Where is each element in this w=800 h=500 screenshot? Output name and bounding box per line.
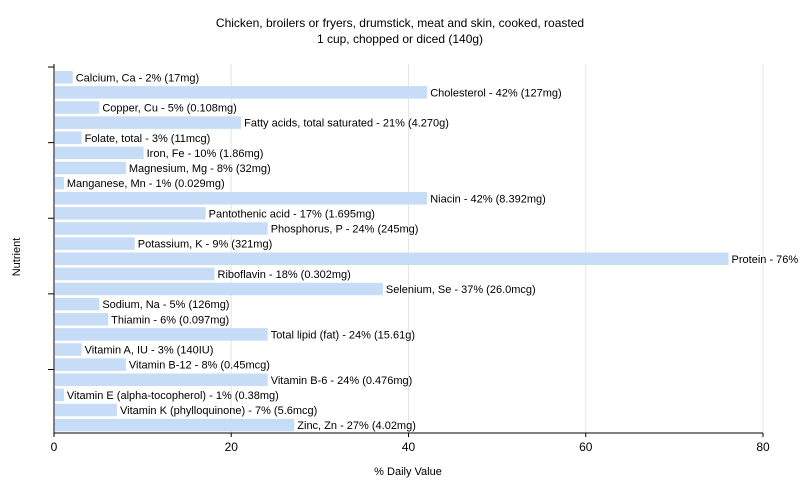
bar-label: Folate, total - 3% (11mcg): [85, 133, 211, 145]
bar-label: Copper, Cu - 5% (0.108mg): [102, 103, 237, 115]
x-tick-label: 60: [579, 440, 593, 454]
bar-label: Magnesium, Mg - 8% (32mg): [129, 163, 271, 175]
bar: [55, 358, 126, 371]
bar: [55, 328, 268, 341]
bar: [55, 388, 64, 402]
bar: [55, 131, 82, 144]
x-tick-label: 0: [51, 440, 58, 454]
bar: [55, 86, 428, 99]
bar: [55, 343, 82, 356]
bar-label: Selenium, Se - 37% (26.0mcg): [386, 284, 536, 296]
x-tick-label: 20: [225, 440, 239, 454]
bar-label: Manganese, Mn - 1% (0.029mg): [67, 178, 225, 190]
bar-label: Protein - 76% (37.84g): [732, 254, 800, 266]
bar-label: Vitamin A, IU - 3% (140IU): [85, 345, 214, 357]
bar-label: Potassium, K - 9% (321mg): [138, 239, 273, 251]
chart-subtitle: 1 cup, chopped or diced (140g): [316, 32, 484, 46]
bar-label: Calcium, Ca - 2% (17mg): [76, 72, 199, 84]
bar: [55, 116, 242, 129]
bar: [55, 207, 206, 220]
bar: [55, 418, 295, 432]
bar: [55, 313, 109, 326]
bar-label: Thiamin - 6% (0.097mg): [111, 314, 229, 326]
x-tick-label: 40: [402, 440, 416, 454]
bar: [55, 222, 268, 235]
bar-label: Pantothenic acid - 17% (1.695mg): [209, 208, 375, 220]
bar: [55, 192, 428, 205]
bar-label: Vitamin B-6 - 24% (0.476mg): [271, 375, 413, 387]
x-tick-label: 80: [756, 440, 770, 454]
bar-label: Riboflavin - 18% (0.302mg): [218, 269, 351, 281]
bar: [55, 161, 126, 175]
bar-label: Phosphorus, P - 24% (245mg): [271, 224, 419, 236]
bar-label: Cholesterol - 42% (127mg): [430, 87, 561, 99]
x-axis-label: % Daily Value: [374, 466, 442, 478]
bar: [55, 252, 729, 265]
bar: [55, 146, 144, 160]
bar: [55, 176, 64, 190]
chart-title: Chicken, broilers or fryers, drumstick, …: [215, 16, 585, 30]
bar: [55, 403, 118, 417]
bar-label: Vitamin B-12 - 8% (0.45mcg): [129, 360, 270, 372]
bar: [55, 373, 268, 386]
bar-label: Vitamin K (phylloquinone) - 7% (5.6mcg): [120, 405, 317, 417]
bar: [55, 282, 383, 296]
bar-label: Niacin - 42% (8.392mg): [430, 193, 546, 205]
bar: [55, 71, 73, 84]
bar-label: Vitamin E (alpha-tocopherol) - 1% (0.38m…: [67, 390, 279, 402]
bar: [55, 237, 135, 250]
bar-label: Total lipid (fat) - 24% (15.61g): [271, 329, 415, 341]
bar: [55, 101, 100, 114]
bar-label: Iron, Fe - 10% (1.86mg): [147, 148, 264, 160]
bar-label: Fatty acids, total saturated - 21% (4.27…: [244, 118, 449, 130]
bar-label: Sodium, Na - 5% (126mg): [102, 299, 229, 311]
bar-label: Zinc, Zn - 27% (4.02mg): [297, 420, 416, 432]
bar: [55, 267, 215, 281]
bar: [55, 297, 100, 311]
